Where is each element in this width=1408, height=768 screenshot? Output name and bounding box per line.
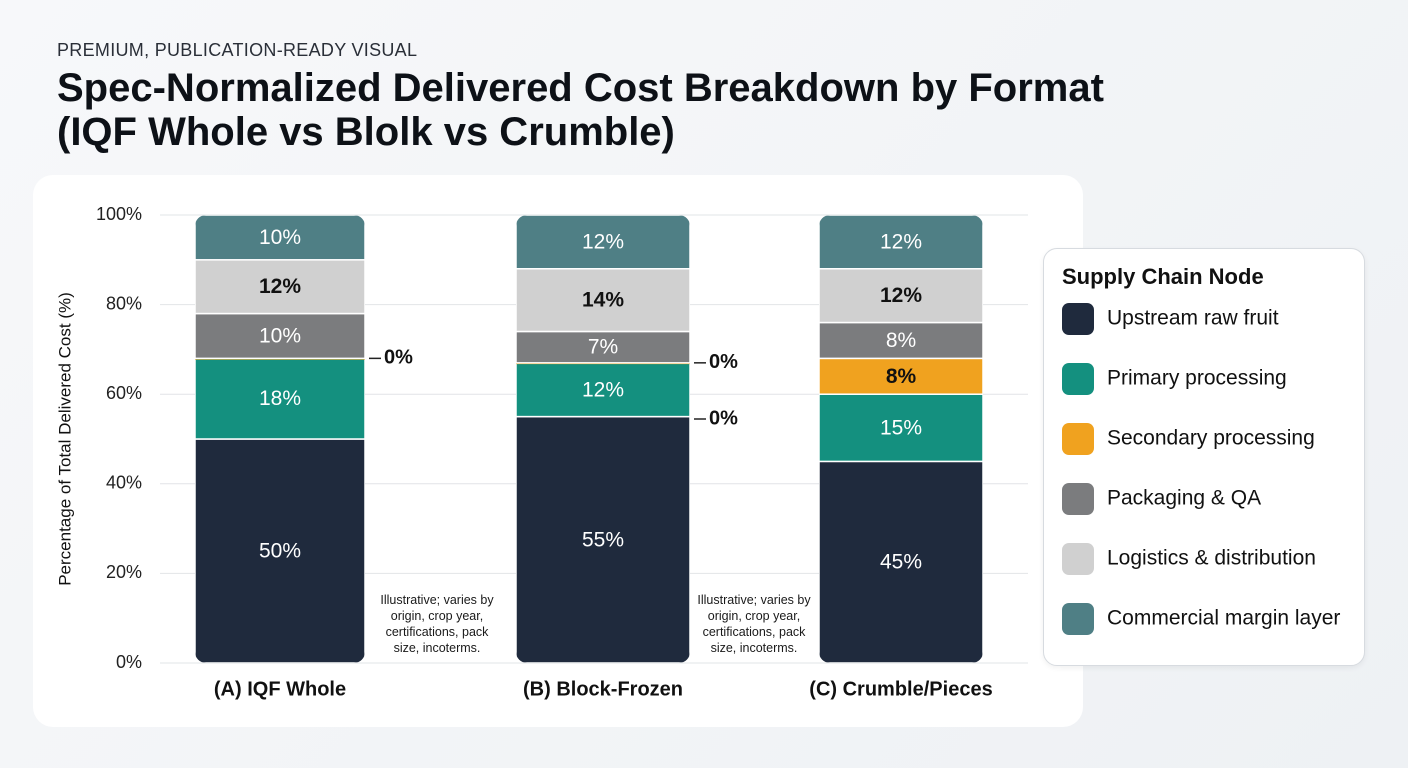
y-tick-label: 40%: [106, 473, 142, 493]
value-label: 12%: [880, 230, 922, 253]
title-line: Spec-Normalized Delivered Cost Breakdown…: [57, 66, 1104, 110]
y-tick-label: 20%: [106, 562, 142, 582]
value-label: 18%: [259, 387, 301, 410]
bar-segment: [516, 268, 690, 333]
legend-swatch: [1062, 303, 1094, 335]
kicker: PREMIUM, PUBLICATION-READY VISUAL: [57, 40, 418, 60]
value-label: 12%: [259, 275, 301, 298]
value-label: 8%: [886, 329, 916, 352]
annotation: 0%: [709, 407, 738, 429]
legend-label: Secondary processing: [1107, 427, 1315, 450]
legend-swatch: [1062, 543, 1094, 575]
value-label: 0%: [709, 351, 738, 373]
legend-label: Commercial margin layer: [1107, 607, 1340, 630]
annotation: Illustrative; varies by origin, crop yea…: [380, 593, 494, 655]
value-label: 8%: [886, 365, 917, 388]
legend-swatch: [1062, 423, 1094, 455]
y-tick-label: 60%: [106, 383, 142, 403]
chart-title: Spec-Normalized Delivered Cost Breakdown…: [57, 66, 1104, 154]
value-label: 50%: [259, 540, 301, 563]
legend-box: [1043, 248, 1365, 666]
value-label: 12%: [880, 284, 922, 307]
bar-segment: [819, 393, 983, 463]
title-line: (IQF Whole vs Blolk vs Crumble): [57, 110, 675, 154]
y-tick-label: 0%: [116, 652, 142, 672]
value-label: 10%: [259, 226, 301, 249]
legend-label: Logistics & distribution: [1107, 547, 1316, 570]
y-tick-label: 80%: [106, 293, 142, 313]
bar-segment: [819, 215, 983, 270]
y-tick-label: 100%: [96, 204, 142, 224]
legend-title: Supply Chain Node: [1062, 264, 1264, 289]
bar-stack: [819, 215, 983, 663]
bar-stack: [195, 215, 365, 663]
value-label: 45%: [880, 551, 922, 574]
x-tick-label: (B) Block-Frozen: [523, 678, 683, 700]
bar-segment: [516, 215, 690, 270]
value-label: 15%: [880, 416, 922, 439]
value-label: 12%: [582, 378, 624, 401]
x-tick-label: (A) IQF Whole: [214, 678, 346, 700]
bar-segment: [195, 215, 365, 261]
bar-stack: [516, 215, 690, 663]
legend-swatch: [1062, 363, 1094, 395]
legend-label: Packaging & QA: [1107, 487, 1261, 510]
value-label: 55%: [582, 528, 624, 551]
value-label: 7%: [588, 336, 618, 359]
legend-label: Primary processing: [1107, 367, 1287, 390]
x-tick-label: (C) Crumble/Pieces: [809, 678, 992, 700]
value-label: 12%: [582, 230, 624, 253]
annotation: Illustrative; varies by origin, crop yea…: [697, 593, 811, 655]
legend-label: Upstream raw fruit: [1107, 307, 1279, 330]
value-label: 0%: [384, 347, 413, 369]
legend-swatch: [1062, 603, 1094, 635]
value-label: 14%: [582, 289, 624, 312]
value-label: 10%: [259, 325, 301, 348]
y-axis-label: Percentage of Total Delivered Cost (%): [55, 292, 74, 586]
legend-swatch: [1062, 483, 1094, 515]
bar-segment: [516, 362, 690, 418]
